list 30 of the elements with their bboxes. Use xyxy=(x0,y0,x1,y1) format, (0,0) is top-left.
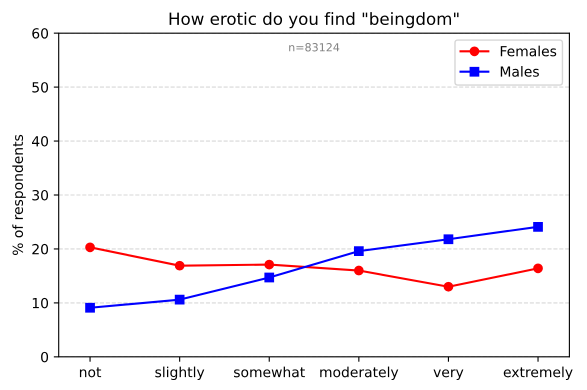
point xyxy=(533,222,543,232)
x-tick-label: not xyxy=(80,367,102,378)
chart-title: How erotic do you find "beingdom" xyxy=(170,12,458,28)
point xyxy=(85,302,95,313)
y-tick-label: 50 xyxy=(32,82,48,93)
y-tick-label: 0 xyxy=(41,352,48,362)
y-tick-label: 20 xyxy=(32,244,48,254)
point xyxy=(264,260,274,270)
point xyxy=(354,266,364,276)
point xyxy=(174,260,185,271)
x-tick-label: very xyxy=(434,369,464,380)
point xyxy=(354,246,364,256)
point xyxy=(85,242,95,252)
y-tick-label: 40 xyxy=(32,136,48,147)
y-axis-title: % of respondents xyxy=(12,134,26,256)
x-tick-label: extremely xyxy=(504,366,573,380)
legend-label: Males xyxy=(500,66,539,77)
legend-label: Females xyxy=(500,46,556,56)
annotation: n=83124 xyxy=(289,43,340,52)
x-tick-label: slightly xyxy=(155,366,204,380)
point xyxy=(533,264,543,274)
x-tick-label: somewhat xyxy=(234,366,305,378)
y-tick-label: 10 xyxy=(32,298,48,308)
x-tick-label: moderately xyxy=(320,366,398,380)
point xyxy=(444,234,454,244)
y-tick-label: 30 xyxy=(32,190,48,200)
point xyxy=(174,294,185,305)
point xyxy=(264,272,274,282)
y-tick-label: 60 xyxy=(32,28,48,39)
point xyxy=(444,282,454,292)
